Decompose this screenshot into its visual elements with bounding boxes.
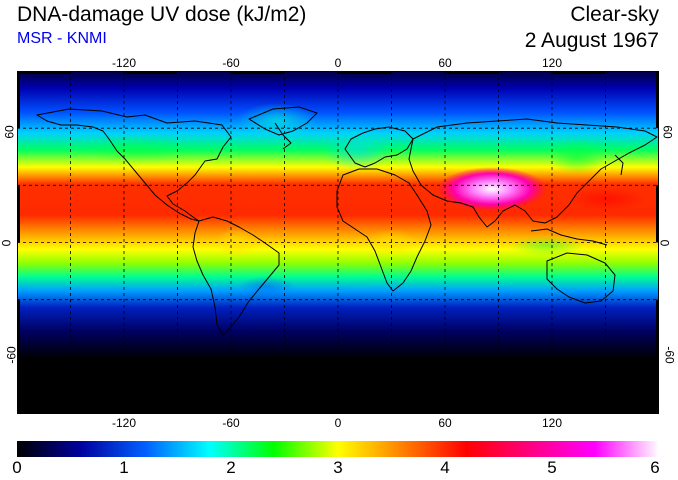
east-asia-green-patch xyxy=(547,138,607,174)
lon-tick-bottom-0: 0 xyxy=(334,416,342,430)
lat-tick-left-0: 0 xyxy=(0,239,14,247)
map-svg xyxy=(17,71,659,414)
lon-tick-bottom-120: 120 xyxy=(541,416,563,430)
lon-tick-top-minus120: -120 xyxy=(111,56,137,70)
lon-tick-top-120: 120 xyxy=(541,56,563,70)
lat-tick-right-0: 0 xyxy=(657,239,672,247)
source-label: MSR - KNMI xyxy=(17,30,107,47)
greenland-coast xyxy=(248,106,318,136)
colorbar-label-4: 4 xyxy=(440,458,450,477)
central-africa-yellow-patch xyxy=(366,229,418,257)
tibet-uv-hotspot xyxy=(437,167,547,211)
canada-green-patch xyxy=(82,134,192,164)
graticule xyxy=(17,71,659,414)
africa-coast xyxy=(336,168,432,292)
colorbar-label-1: 1 xyxy=(119,458,129,477)
colorbar-label-6: 6 xyxy=(650,458,660,477)
lon-tick-bottom-60: 60 xyxy=(438,416,452,430)
lon-tick-top-minus60: -60 xyxy=(222,56,240,70)
colorbar-label-5: 5 xyxy=(547,458,557,477)
greenland-cyan-patch xyxy=(237,103,317,139)
south-america-yellow-patch xyxy=(215,227,259,259)
pacific-red-patch xyxy=(567,187,647,211)
lon-tick-bottom-minus120: -120 xyxy=(111,416,137,430)
indonesia-coast xyxy=(530,228,608,246)
south-america-coast xyxy=(192,216,280,336)
lat-tick-right-60: 60 xyxy=(660,125,675,139)
uv-dose-map xyxy=(17,71,659,414)
indonesia-green-patch xyxy=(509,236,585,256)
colorbar-label-3: 3 xyxy=(333,458,343,477)
australia-coast xyxy=(546,252,616,304)
lat-tick-left-60: 60 xyxy=(2,125,17,139)
asia-coast xyxy=(408,118,658,228)
colorbar xyxy=(17,441,659,457)
europe-coast xyxy=(344,126,414,168)
coastlines xyxy=(36,106,658,336)
sky-condition-label: Clear-sky xyxy=(570,3,659,26)
europe-cyan-patch xyxy=(322,127,392,171)
lon-tick-top-60: 60 xyxy=(438,56,452,70)
arctic-islands-coast xyxy=(274,122,292,150)
south-atlantic-blue-patch xyxy=(239,276,295,296)
colorbar-label-0: 0 xyxy=(12,458,22,477)
north-america-coast xyxy=(36,108,232,222)
chart-title: DNA-damage UV dose (kJ/m2) xyxy=(17,3,307,26)
lat-tick-right-minus60: -60 xyxy=(662,346,677,364)
colorbar-label-2: 2 xyxy=(226,458,236,477)
japan-coast xyxy=(614,154,624,176)
date-label: 2 August 1967 xyxy=(524,29,659,52)
lon-tick-top-0: 0 xyxy=(334,56,342,70)
lon-tick-bottom-minus60: -60 xyxy=(222,416,240,430)
map-frame xyxy=(17,71,659,414)
